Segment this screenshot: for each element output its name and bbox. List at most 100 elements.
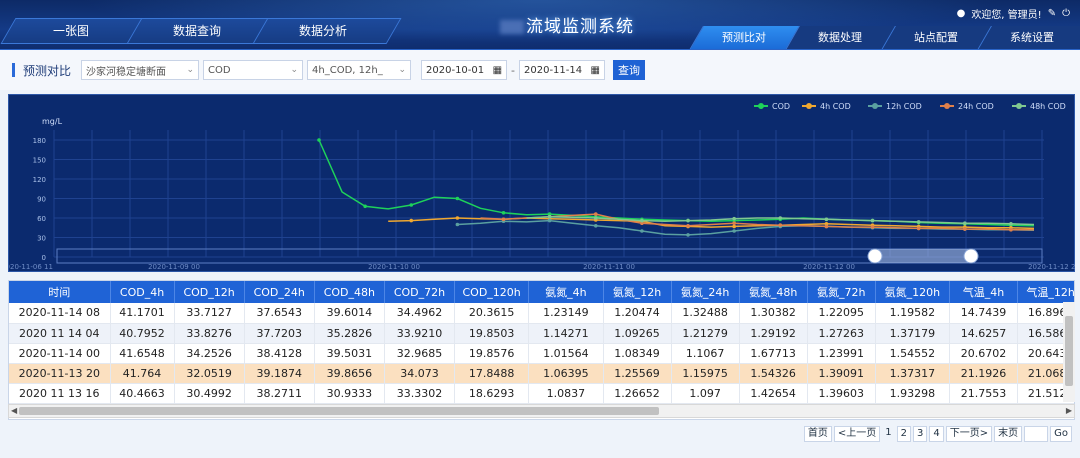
page-1[interactable]: 1: [885, 427, 892, 438]
table-body: 2020-11-14 08 41.1701 33.7127 37.6543 39.601…: [9, 303, 1074, 404]
prediction-select[interactable]: 4h_COD, 12h_ ⌄: [307, 60, 412, 80]
column-header[interactable]: 氨氮_120h: [875, 281, 951, 303]
first-page-button[interactable]: 首页: [803, 426, 832, 442]
column-header[interactable]: COD_72h: [384, 281, 456, 303]
column-header[interactable]: 氨氮_72h: [807, 281, 876, 303]
table-cell: 1.22095: [807, 303, 876, 324]
column-header[interactable]: COD_4h: [110, 281, 175, 303]
data-point: [455, 222, 460, 227]
column-header[interactable]: COD_24h: [244, 281, 315, 303]
tab-data-processing[interactable]: 数据处理: [792, 26, 888, 49]
section-title: 预测对比: [23, 63, 72, 78]
table-cell: 19.8576: [454, 343, 530, 364]
scroll-left-icon[interactable]: ◀: [11, 406, 18, 415]
top-bar: 一张图 数据查询 数据分析 流域监测系统 ● 欢迎您, 管理员! ✎ ⏻ 预测比…: [0, 0, 1080, 50]
table-row[interactable]: 2020-11-14 00 41.6548 34.2526 38.4128 39.503…: [9, 343, 1074, 364]
y-axis-label: mg/L: [42, 117, 63, 126]
tab-system-settings[interactable]: 系统设置: [984, 26, 1080, 49]
vertical-scrollbar[interactable]: [1063, 302, 1075, 402]
blurred-logo: [500, 20, 524, 34]
go-button[interactable]: Go: [1050, 426, 1072, 442]
column-header[interactable]: 氨氮_24h: [671, 281, 740, 303]
table-cell: 1.42654: [739, 383, 808, 404]
table-row[interactable]: 2020-11-13 20 41.764 32.0519 39.1874 39.8656…: [9, 363, 1074, 384]
start-date-input[interactable]: 2020-10-01 ▦: [421, 60, 508, 80]
table-cell: 20.6702: [949, 343, 1019, 364]
last-page-button[interactable]: 末页: [994, 426, 1023, 442]
column-header[interactable]: COD_12h: [174, 281, 245, 303]
column-header[interactable]: 氨氮_4h: [528, 281, 604, 303]
column-header[interactable]: 氨氮_48h: [739, 281, 808, 303]
table-cell: 1.23991: [807, 343, 876, 364]
scroll-right-icon[interactable]: ▶: [1065, 406, 1072, 415]
left-nav-tabs: 一张图 数据查询 数据分析: [8, 18, 386, 44]
data-point: [778, 216, 783, 220]
y-tick-label: 30: [37, 235, 46, 243]
user-area: ● 欢迎您, 管理员! ✎ ⏻: [957, 6, 1070, 21]
tab-data-query[interactable]: 数据查询: [134, 18, 260, 44]
table-cell: 2020 11 14 04: [9, 323, 111, 344]
page-number-input[interactable]: [1024, 426, 1049, 442]
table-cell: 21.7553: [949, 383, 1019, 404]
table-cell: 40.7952: [110, 323, 175, 344]
table-cell: 33.9210: [384, 323, 456, 344]
column-header[interactable]: COD_48h: [314, 281, 385, 303]
table-row[interactable]: 2020-11-14 08 41.1701 33.7127 37.6543 39.601…: [9, 303, 1074, 324]
column-header[interactable]: 氨氮_12h: [603, 281, 672, 303]
calendar-icon: ▦: [492, 64, 503, 76]
page-4[interactable]: 4: [929, 426, 944, 442]
table-cell: 1.08349: [603, 343, 672, 364]
table-row[interactable]: 2020 11 14 04 40.7952 33.8276 37.7203 35.282…: [9, 323, 1074, 344]
page-3[interactable]: 3: [912, 426, 928, 442]
column-header[interactable]: 气温_12h: [1017, 281, 1074, 303]
y-tick-label: 90: [37, 196, 46, 204]
table-cell: 21.0682: [1017, 363, 1074, 384]
data-point: [501, 211, 506, 215]
factor-select[interactable]: COD ⌄: [203, 60, 304, 80]
tab-prediction-compare[interactable]: 预测比对: [696, 26, 792, 49]
legend-marker: [944, 103, 950, 109]
table-cell: 1.27263: [807, 323, 876, 344]
table-cell: 1.93298: [875, 383, 951, 404]
table-cell: 16.5862: [1017, 323, 1074, 344]
end-date-input[interactable]: 2020-11-14 ▦: [519, 60, 605, 80]
prev-page-button[interactable]: <上一页: [833, 426, 881, 442]
station-select[interactable]: 沙家河稳定塘断面 ⌄: [81, 60, 200, 80]
table-cell: 1.32488: [671, 303, 740, 324]
horizontal-scrollbar[interactable]: ◀ ▶: [8, 404, 1075, 418]
pen-icon[interactable]: ✎: [1047, 8, 1057, 19]
power-icon[interactable]: ⏻: [1062, 8, 1070, 19]
x-tick-label: 2020-11-11 00: [583, 263, 635, 271]
table-cell: 1.01564: [528, 343, 604, 364]
table-cell: 1.0837: [528, 383, 604, 404]
table-cell: 39.8656: [314, 363, 385, 384]
data-point: [640, 229, 644, 233]
table-row[interactable]: 2020 11 13 16 40.4663 30.4992 38.2711 30.933…: [9, 383, 1074, 404]
column-header[interactable]: COD_120h: [454, 281, 530, 303]
table-cell: 37.6543: [244, 303, 315, 324]
column-header[interactable]: 时间: [9, 281, 111, 303]
chevron-down-icon: ⌄: [398, 65, 407, 75]
scroll-thumb[interactable]: [1065, 316, 1073, 386]
column-header[interactable]: 气温_4h: [949, 281, 1019, 303]
tab-data-analysis[interactable]: 数据分析: [260, 18, 386, 44]
table-cell: 37.7203: [244, 323, 315, 344]
tab-station-config[interactable]: 站点配置: [888, 26, 984, 49]
tab-map[interactable]: 一张图: [8, 18, 134, 44]
data-point: [455, 196, 460, 201]
y-tick-label: 180: [33, 137, 46, 145]
legend-label: 4h COD: [820, 102, 851, 111]
page-2[interactable]: 2: [896, 426, 911, 442]
data-point: [732, 229, 736, 233]
data-point: [732, 221, 736, 225]
query-button[interactable]: 查询: [613, 60, 645, 80]
scroll-thumb[interactable]: [19, 407, 659, 415]
chevron-down-icon: ⌄: [186, 65, 195, 75]
table-cell: 41.764: [110, 363, 175, 384]
table-cell: 2020 11 13 16: [9, 383, 111, 404]
x-tick-label: 2020-11-12 00: [803, 263, 855, 271]
data-point: [317, 138, 321, 142]
next-page-button[interactable]: 下一页>: [945, 426, 993, 442]
data-point: [686, 224, 690, 228]
data-point: [732, 224, 736, 229]
